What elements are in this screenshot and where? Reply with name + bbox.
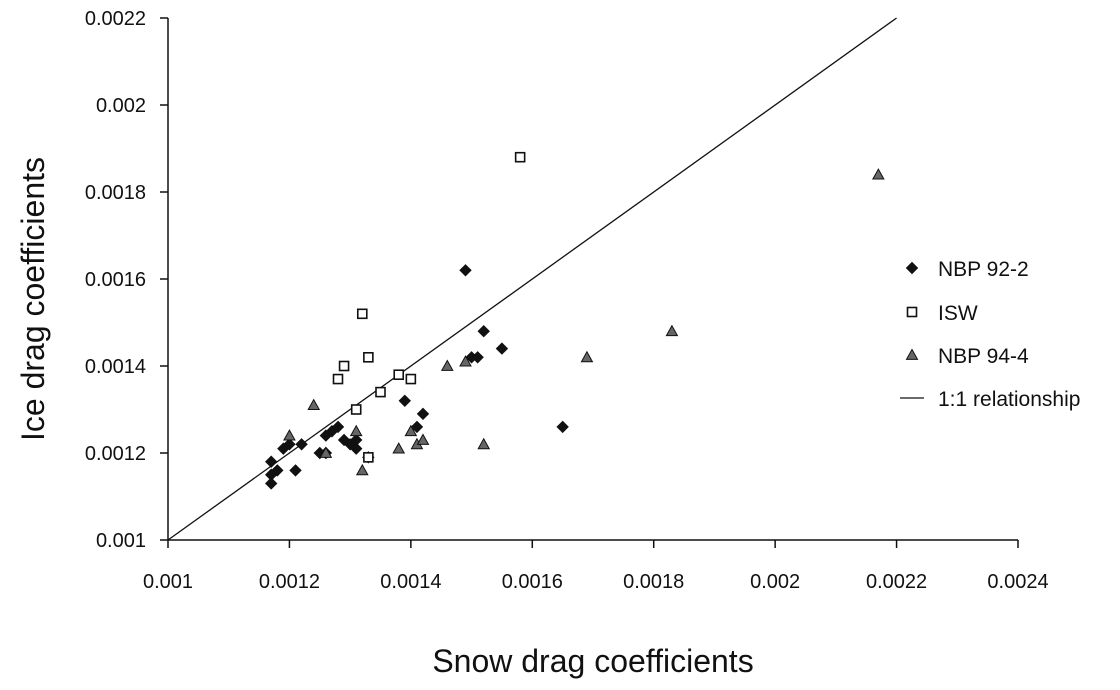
point-nbp-92-2	[271, 464, 284, 477]
point-nbp-94-4	[355, 463, 369, 476]
legend-label: NBP 94-4	[938, 345, 1029, 368]
x-tick-label: 0.0024	[987, 571, 1048, 593]
point-nbp-92-2	[283, 438, 296, 451]
point-nbp-92-2	[495, 342, 509, 355]
point-nbp-92-2	[295, 438, 308, 451]
x-tick-label: 0.001	[143, 571, 193, 593]
legend-item: NBP 94-4	[905, 345, 1029, 368]
x-axis-title: Snow drag coefficients	[432, 643, 753, 679]
legend-item: NBP 92-2	[905, 258, 1029, 281]
point-nbp-92-2	[350, 442, 363, 455]
point-nbp-94-4	[319, 446, 333, 458]
point-nbp-92-2	[477, 324, 490, 338]
point-isw	[356, 308, 368, 320]
legend-marker	[906, 306, 918, 318]
x-tick-label: 0.0022	[866, 571, 927, 593]
point-nbp-94-4	[404, 424, 418, 437]
point-nbp-92-2	[471, 351, 484, 364]
x-ticks: 0.001 0.0012 0.0014 0.0016 0.0018 0.002 0.0022…	[143, 540, 1049, 593]
point-nbp-94-4	[283, 429, 296, 441]
point-nbp-92-2	[350, 433, 363, 447]
x-tick-label: 0.0018	[623, 571, 684, 593]
point-nbp-92-2	[556, 420, 569, 434]
point-nbp-94-4	[665, 324, 679, 337]
y-ticks: 0.001 0.0012 0.0014 0.0016 0.0018 0.002 0.0022	[85, 8, 168, 552]
point-isw	[363, 351, 374, 363]
legend-item: ISW	[906, 302, 978, 325]
point-isw	[514, 151, 526, 163]
y-tick-label: 0.001	[96, 530, 146, 552]
point-nbp-94-4	[459, 355, 472, 367]
point-nbp-94-4	[580, 350, 594, 363]
y-axis-title: Ice drag coefficients	[15, 157, 51, 441]
point-isw	[375, 386, 386, 398]
y-tick-label: 0.0016	[85, 269, 146, 291]
x-tick-label: 0.0016	[502, 571, 563, 593]
data-points	[265, 151, 885, 490]
point-nbp-92-2	[410, 420, 424, 434]
point-nbp-92-2	[459, 264, 472, 277]
y-tick-label: 0.002	[96, 95, 146, 117]
x-tick-label: 0.0012	[259, 571, 320, 593]
point-nbp-94-4	[440, 359, 454, 371]
point-nbp-94-4	[349, 424, 363, 437]
legend-item: 1:1 relationship	[900, 388, 1080, 411]
legend-label: ISW	[938, 302, 978, 325]
legend: NBP 92-2 ISW NBP 94-4 1:1 relationship	[900, 258, 1080, 411]
point-nbp-92-2	[289, 464, 302, 477]
point-nbp-94-4	[477, 437, 491, 450]
point-isw	[363, 452, 374, 463]
point-nbp-92-2	[416, 407, 430, 421]
point-nbp-92-2	[331, 420, 345, 434]
point-isw	[393, 369, 405, 381]
legend-marker	[905, 348, 919, 360]
point-nbp-94-4	[307, 398, 321, 411]
point-nbp-92-2	[265, 477, 278, 490]
point-nbp-92-2	[398, 394, 411, 408]
x-tick-label: 0.0014	[380, 571, 441, 593]
point-isw	[350, 404, 362, 415]
y-tick-label: 0.0014	[85, 356, 146, 378]
plot-area: 0.001 0.0012 0.0014 0.0016 0.0018 0.002 0.0022…	[85, 8, 1049, 593]
point-nbp-92-2	[265, 455, 278, 468]
point-nbp-94-4	[392, 442, 406, 454]
legend-label: NBP 92-2	[938, 258, 1029, 281]
point-isw	[405, 373, 417, 385]
y-tick-label: 0.0022	[85, 8, 146, 30]
legend-marker	[905, 261, 919, 275]
point-nbp-94-4	[872, 168, 885, 180]
legend-label: 1:1 relationship	[938, 388, 1080, 411]
y-tick-label: 0.0012	[85, 443, 146, 465]
point-isw	[332, 373, 344, 385]
x-tick-label: 0.002	[750, 571, 800, 593]
y-tick-label: 0.0018	[85, 182, 146, 204]
point-nbp-94-4	[416, 433, 430, 445]
one-to-one-line	[167, 17, 897, 541]
point-isw	[338, 360, 350, 372]
